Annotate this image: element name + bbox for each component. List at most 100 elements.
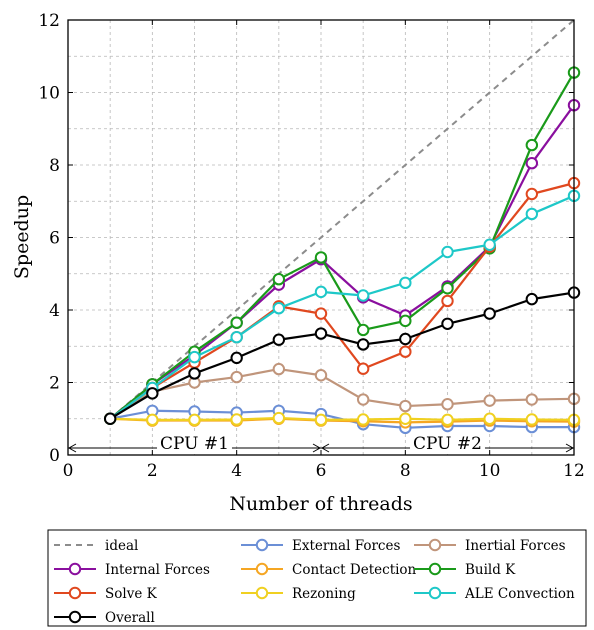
data-point-rezoning — [230, 413, 243, 426]
y-tick-label: 2 — [49, 374, 60, 394]
legend-entry-solve-k: Solve K — [54, 586, 158, 602]
legend-label: Internal Forces — [105, 562, 210, 578]
region-arrow-head-left — [320, 443, 330, 453]
y-tick-label: 8 — [49, 156, 60, 176]
y-tick-label: 4 — [49, 301, 60, 321]
data-point-overall — [314, 327, 328, 340]
series-inertial-forces — [103, 362, 581, 425]
data-point-rezoning — [146, 413, 159, 427]
data-point-rezoning — [483, 412, 496, 425]
legend-swatch-marker — [68, 610, 82, 624]
legend-entry-build-k: Build K — [414, 562, 516, 578]
data-point-overall — [441, 317, 454, 330]
data-point-rezoning — [441, 413, 454, 427]
series-ideal — [109, 19, 575, 420]
region-cpu-1: CPU #1 — [67, 434, 322, 454]
data-point-overall — [230, 351, 243, 365]
series-rezoning — [103, 411, 581, 427]
legend-label: Build K — [465, 562, 516, 578]
data-point-rezoning — [356, 413, 370, 426]
x-tick-label: 10 — [479, 461, 501, 481]
data-point-overall — [272, 333, 286, 346]
data-point-ale-convection — [399, 276, 412, 290]
region-arrow-head-right — [565, 443, 575, 453]
axes — [67, 19, 575, 456]
legend-entry-external-forces: External Forces — [241, 538, 400, 554]
series-line-solve-k — [109, 182, 575, 420]
legend-label: Rezoning — [292, 586, 356, 602]
data-point-rezoning — [188, 413, 201, 427]
legend-swatch-marker — [68, 586, 82, 600]
series-internal-forces — [103, 98, 581, 425]
legend-label: ideal — [105, 538, 138, 554]
x-tick-label: 8 — [400, 461, 411, 481]
data-point-inertial-forces — [483, 394, 496, 407]
data-point-build-k — [399, 314, 412, 328]
x-tick-label: 6 — [316, 461, 327, 481]
data-point-ale-convection — [272, 301, 286, 315]
legend-label: Contact Detection — [292, 562, 417, 578]
legend-label: ALE Convection — [464, 586, 575, 602]
data-point-build-k — [525, 138, 539, 152]
legend-swatch-marker — [428, 538, 442, 552]
region-label-bg — [157, 434, 232, 454]
series-line-rezoning — [110, 416, 575, 421]
data-point-ale-convection — [483, 238, 496, 251]
data-point-rezoning — [525, 413, 539, 426]
legend-entry-rezoning: Rezoning — [241, 586, 356, 602]
series-line-ideal — [109, 19, 575, 420]
region-cpu-2: CPU #2 — [320, 434, 575, 454]
data-point-ale-convection — [314, 285, 328, 299]
data-point-build-k — [272, 272, 286, 286]
series-line-overall — [109, 291, 575, 420]
y-tick-label: 10 — [38, 84, 60, 104]
series-group — [103, 19, 581, 435]
y-tick-label: 6 — [49, 229, 60, 249]
data-point-build-k — [314, 251, 328, 264]
data-point-inertial-forces — [525, 393, 539, 406]
data-point-inertial-forces — [441, 398, 454, 411]
legend-entry-ideal: ideal — [54, 538, 138, 554]
cpu-regions: CPU #1 CPU #2 — [67, 434, 575, 454]
region-arrow-head-left — [67, 443, 77, 453]
series-line-ale-convection — [109, 194, 575, 420]
x-tick-label: 4 — [231, 461, 242, 481]
data-point-build-k — [441, 282, 454, 295]
data-point-inertial-forces — [230, 370, 243, 384]
x-tick-label: 12 — [563, 461, 585, 481]
data-point-inertial-forces — [272, 362, 286, 376]
x-tick-label: 0 — [63, 461, 74, 481]
data-point-internal-forces — [525, 156, 539, 170]
legend-swatch-marker — [255, 562, 269, 576]
data-point-overall — [103, 412, 117, 425]
data-point-ale-convection — [525, 207, 539, 221]
series-overall — [103, 286, 581, 425]
data-point-inertial-forces — [356, 393, 370, 406]
data-point-ale-convection — [188, 350, 201, 364]
y-tick-label: 12 — [38, 11, 60, 31]
region-label: CPU #1 — [160, 434, 229, 454]
data-point-solve-k — [441, 294, 454, 308]
legend-box — [47, 529, 587, 627]
data-point-build-k — [230, 316, 243, 329]
region-label: CPU #2 — [413, 434, 482, 454]
legend-entry-contact-detection: Contact Detection — [241, 562, 417, 578]
data-point-ale-convection — [230, 330, 243, 344]
y-tick-label: 0 — [49, 446, 60, 466]
data-point-ale-convection — [441, 245, 454, 259]
legend-swatch-marker — [428, 562, 442, 576]
legend-swatch-marker — [68, 562, 82, 576]
legend-swatch-marker — [255, 586, 269, 600]
data-point-overall — [483, 307, 496, 320]
legend-swatch-marker — [428, 586, 442, 600]
data-point-overall — [188, 367, 201, 380]
legend: ideal External Forces Inertial Forces Inter… — [47, 529, 587, 627]
legend-entry-overall: Overall — [54, 610, 155, 626]
data-point-overall — [146, 387, 159, 400]
region-label-bg — [410, 434, 485, 454]
x-axis-label: Number of threads — [229, 493, 412, 515]
region-arrow-head-right — [312, 443, 322, 453]
legend-label: Inertial Forces — [465, 538, 566, 554]
data-point-overall — [525, 292, 539, 306]
